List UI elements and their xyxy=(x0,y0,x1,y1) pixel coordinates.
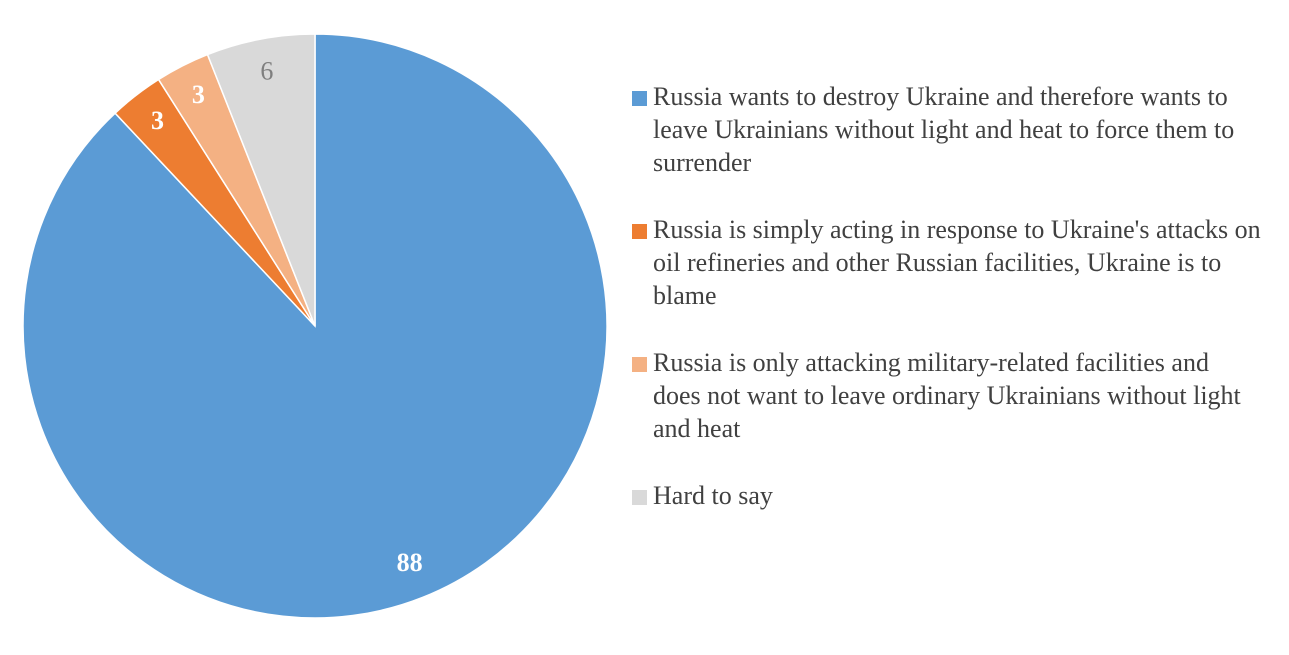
legend-item: Russia is only attacking military-relate… xyxy=(632,346,1272,445)
legend-swatch xyxy=(632,224,647,239)
legend: Russia wants to destroy Ukraine and ther… xyxy=(632,80,1272,546)
pie: 88 33 6 xyxy=(22,33,608,619)
legend-label: Russia wants to destroy Ukraine and ther… xyxy=(653,82,1235,177)
legend-swatch xyxy=(632,91,647,106)
legend-label: Hard to say xyxy=(653,481,773,510)
data-label: 3 xyxy=(151,106,164,135)
legend-swatch xyxy=(632,490,647,505)
data-label: 6 xyxy=(260,57,273,86)
legend-label: Russia is simply acting in response to U… xyxy=(653,215,1261,310)
data-label: 88 xyxy=(397,548,423,577)
legend-swatch xyxy=(632,357,647,372)
legend-item: Hard to say xyxy=(632,479,1272,512)
legend-item: Russia wants to destroy Ukraine and ther… xyxy=(632,80,1272,179)
legend-label: Russia is only attacking military-relate… xyxy=(653,348,1241,443)
pie-slice xyxy=(206,33,316,327)
legend-item: Russia is simply acting in response to U… xyxy=(632,213,1272,312)
data-label: 3 xyxy=(192,80,205,109)
